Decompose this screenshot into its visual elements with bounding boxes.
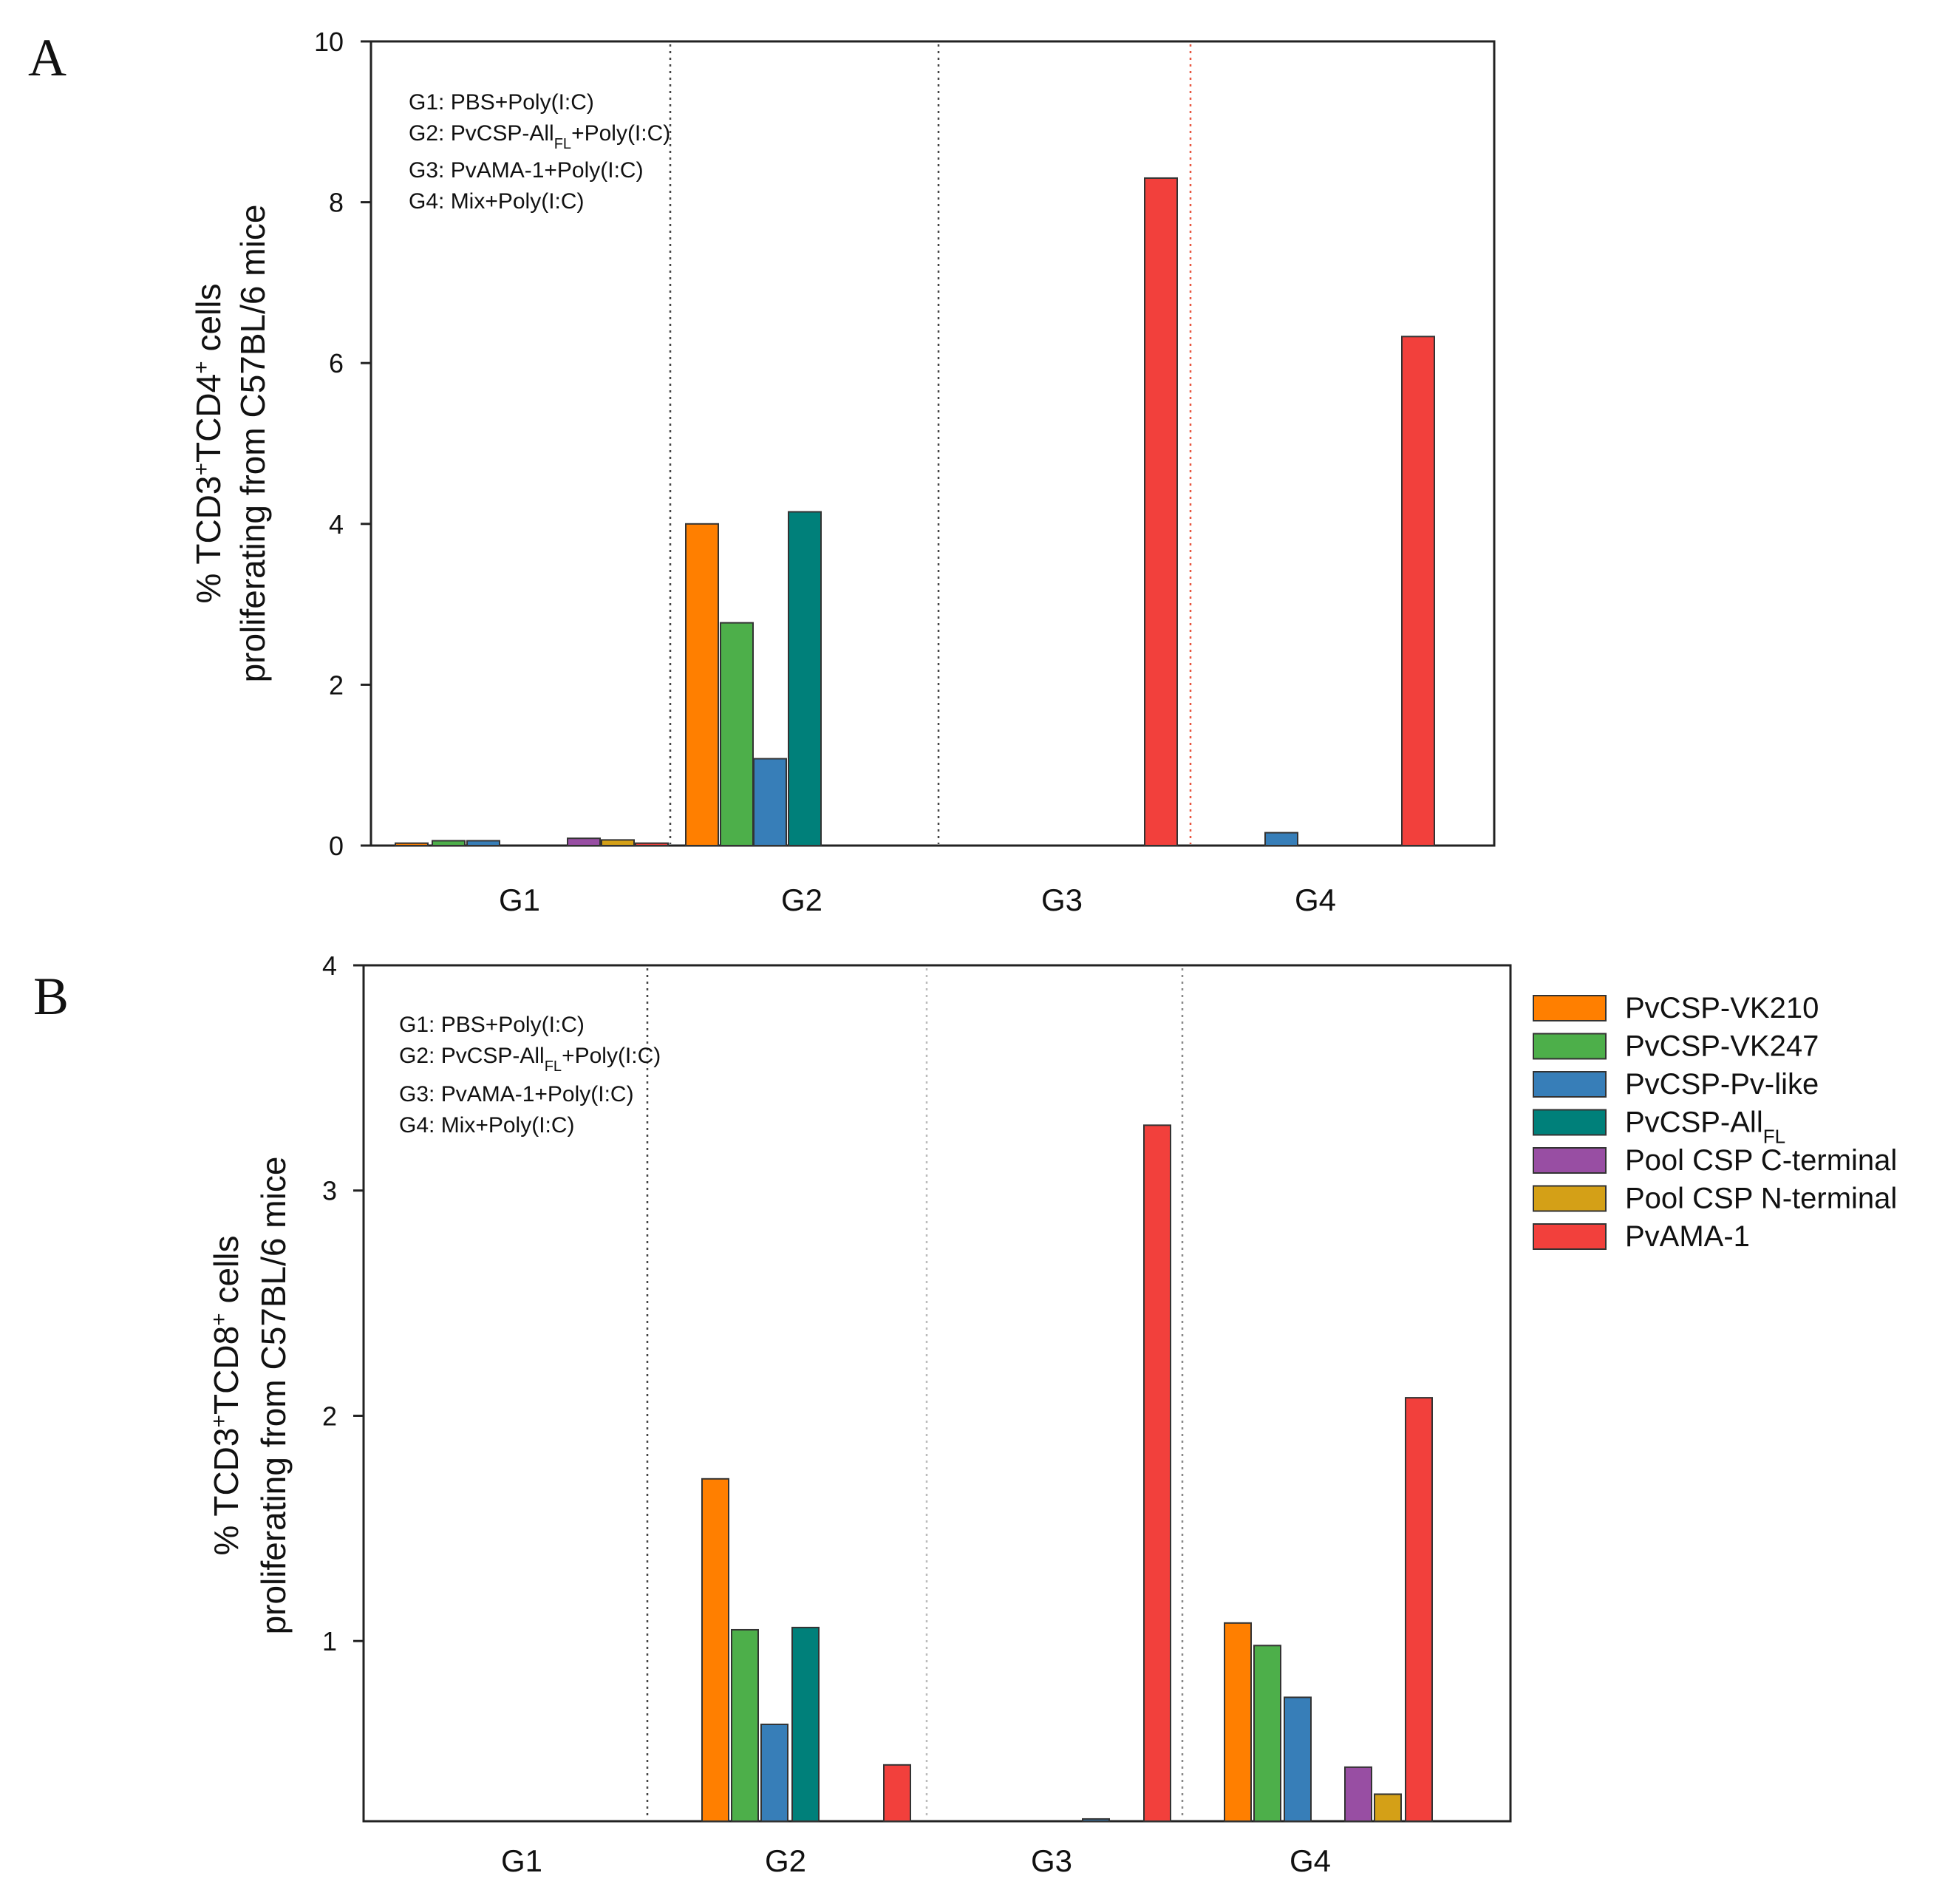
panel-a-chart: 0 2 4 6 8 10 G1 G2 G3 G4 % TCD3+TCD4+ cells prolife…	[189, 27, 1496, 917]
legend-item: PvAMA-1	[1533, 1220, 1750, 1253]
legend-item: PvCSP-Pv-like	[1533, 1068, 1819, 1101]
plot-frame	[369, 40, 1496, 847]
legend-item: PvCSP-VK247	[1533, 1030, 1819, 1063]
group-note: G4: Mix+Poly(I:C)	[409, 189, 585, 214]
bar-pvama-1-g2	[883, 1764, 911, 1822]
x-category-label: G3	[1031, 1843, 1072, 1878]
panel-a-letter: A	[28, 28, 67, 87]
bar-pvama-1-g1	[635, 842, 669, 846]
y-axis-label: % TCD3+TCD4+ cells proliferating from C57…	[189, 205, 273, 683]
bar-pvcsp-vk210-g2	[685, 523, 719, 846]
y-axis-label-line: % TCD3+TCD4+ cells	[189, 284, 228, 604]
legend-swatch	[1533, 1071, 1607, 1098]
x-category-label: G1	[499, 883, 540, 917]
y-axis-label-line: proliferating from C57BL/6 mice	[234, 205, 272, 683]
y-tick-label: 0	[329, 831, 344, 861]
bar-pvama-1-g3	[1144, 177, 1178, 846]
bar-pvcsp-pv-like-g2	[760, 1723, 788, 1822]
bar-pvcsp-pv-like-g2	[753, 758, 787, 846]
legend-swatch	[1533, 1147, 1607, 1174]
bar-pvama-1-g4	[1405, 1397, 1433, 1822]
bar-pvama-1-g3	[1143, 1124, 1171, 1822]
bar-pvama-1-g4	[1401, 336, 1435, 846]
x-category-label: G1	[501, 1843, 542, 1878]
bar-pvcsp-pv-like-g4	[1264, 832, 1298, 847]
bar-pvcsp-vk247-g4	[1253, 1645, 1281, 1822]
legend-item: Pool CSP C-terminal	[1533, 1144, 1897, 1177]
legend-swatch	[1533, 995, 1607, 1021]
y-tick-label: 3	[322, 1176, 337, 1206]
bar-pvcsp-vk247-g1	[432, 840, 466, 847]
bar-pvcsp-vk210-g1	[395, 842, 429, 846]
legend-swatch	[1533, 1223, 1607, 1250]
y-axis-label: % TCD3+TCD8+ cells proliferating from C57…	[207, 1157, 293, 1635]
legend-label: Pool CSP N-terminal	[1625, 1183, 1897, 1215]
y-tick-label: 4	[329, 509, 344, 540]
bar-pool-csp-c-terminal-g4	[1344, 1766, 1372, 1822]
legend-label: PvCSP-Pv-like	[1625, 1068, 1819, 1101]
legend-label: PvCSP-VK247	[1625, 1030, 1819, 1063]
y-axis-label-line: proliferating from C57BL/6 mice	[254, 1157, 293, 1635]
bar-pvcsp-pv-like-g1	[466, 840, 500, 847]
bar-pool-csp-n-terminal-g1	[601, 839, 635, 847]
x-category-label: G2	[765, 1843, 806, 1878]
legend: PvCSP-VK210 PvCSP-VK247 PvCSP-Pv-like PvCSP…	[1533, 992, 1897, 1253]
y-tick-label: 8	[329, 188, 344, 218]
bar-pvcsp-vk247-g2	[720, 622, 754, 847]
group-note: G1: PBS+Poly(I:C)	[409, 90, 594, 115]
y-tick-label: 2	[322, 1401, 337, 1431]
x-category-label: G3	[1041, 883, 1083, 917]
bar-pvcsp-pv-like-g3	[1082, 1818, 1110, 1823]
panel-b-chart: 1 2 3 4 G1 G2 G3 G4 % TCD3+TCD8+ cells proliferat…	[207, 951, 1512, 1878]
plot-frame	[362, 964, 1512, 1823]
x-category-label: G4	[1295, 883, 1336, 917]
bar-pool-csp-c-terminal-g1	[567, 837, 601, 847]
bar-pool-csp-n-terminal-g4	[1374, 1793, 1402, 1823]
group-note: G4: Mix+Poly(I:C)	[399, 1113, 575, 1138]
bar-pvcsp-pv-like-g4	[1284, 1696, 1312, 1823]
legend-label: PvCSP-AllFL	[1625, 1106, 1785, 1148]
y-tick-label: 2	[329, 670, 344, 700]
legend-label: PvCSP-VK210	[1625, 992, 1819, 1024]
y-tick-label: 10	[314, 27, 344, 57]
legend-swatch	[1533, 1033, 1607, 1060]
group-note: G2: PvCSP-AllFL+Poly(I:C)	[409, 121, 670, 152]
legend-swatch	[1533, 1185, 1607, 1212]
bar-pvcsp-vk247-g2	[731, 1628, 759, 1822]
bar-pvcsp-vk210-g2	[701, 1478, 729, 1823]
bar-pvcsp-allfl-g2	[788, 511, 822, 846]
group-note: G2: PvCSP-AllFL+Poly(I:C)	[399, 1044, 661, 1075]
group-note: G3: PvAMA-1+Poly(I:C)	[409, 158, 644, 183]
legend-item: Pool CSP N-terminal	[1533, 1183, 1897, 1215]
x-category-label: G4	[1290, 1843, 1331, 1878]
x-category-label: G2	[781, 883, 822, 917]
bar-pvcsp-vk210-g4	[1224, 1622, 1252, 1822]
group-note: G3: PvAMA-1+Poly(I:C)	[399, 1082, 634, 1106]
group-note: G1: PBS+Poly(I:C)	[399, 1013, 585, 1037]
legend-swatch	[1533, 1109, 1607, 1136]
legend-item: PvCSP-VK210	[1533, 992, 1819, 1024]
panel-b-letter: B	[33, 967, 69, 1026]
y-tick-label: 4	[322, 951, 337, 981]
bar-pvcsp-allfl-g2	[791, 1626, 820, 1822]
legend-label: Pool CSP C-terminal	[1625, 1144, 1897, 1177]
y-tick-label: 1	[322, 1626, 337, 1656]
legend-item: PvCSP-AllFL	[1533, 1106, 1785, 1148]
y-axis-label-line: % TCD3+TCD8+ cells	[207, 1236, 246, 1556]
y-tick-label: 6	[329, 348, 344, 378]
legend-label: PvAMA-1	[1625, 1220, 1750, 1253]
